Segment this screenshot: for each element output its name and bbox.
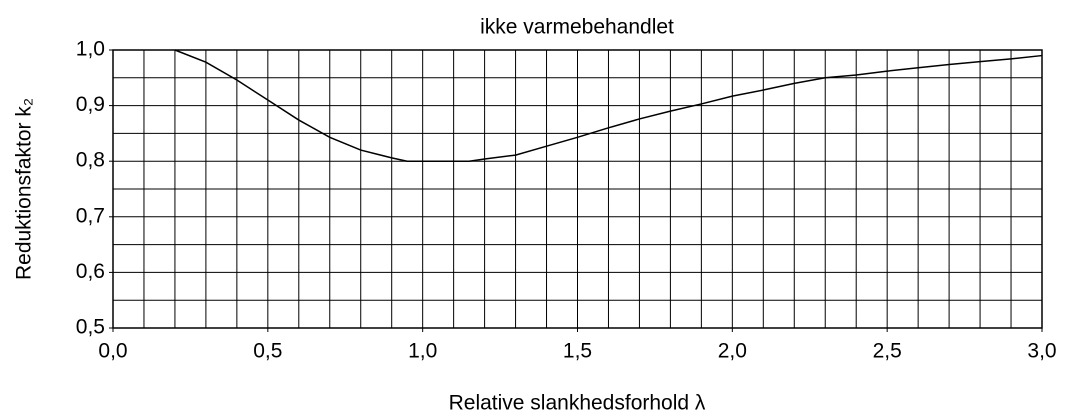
x-tick-label: 3,0 (1027, 340, 1056, 363)
y-tick-label: 0,9 (76, 93, 105, 116)
x-axis-label: Relative slankhedsforhold λ (449, 392, 706, 415)
chart-title: ikke varmebehandlet (480, 16, 674, 39)
x-tick-label: 2,0 (718, 340, 747, 363)
x-tick-label: 0,5 (253, 340, 282, 363)
x-tick-label: 0,0 (98, 340, 127, 363)
y-tick-label: 0,7 (76, 204, 105, 227)
x-tick-label: 1,5 (563, 340, 592, 363)
y-tick-label: 1,0 (76, 38, 105, 61)
y-tick-label: 0,6 (76, 260, 105, 283)
y-axis-label: Reduktionsfaktor k₂ (13, 98, 36, 280)
y-tick-label: 0,5 (76, 316, 105, 339)
y-tick-label: 0,8 (76, 149, 105, 172)
x-tick-label: 1,0 (408, 340, 437, 363)
x-tick-label: 2,5 (873, 340, 902, 363)
data-line (174, 49, 1043, 162)
